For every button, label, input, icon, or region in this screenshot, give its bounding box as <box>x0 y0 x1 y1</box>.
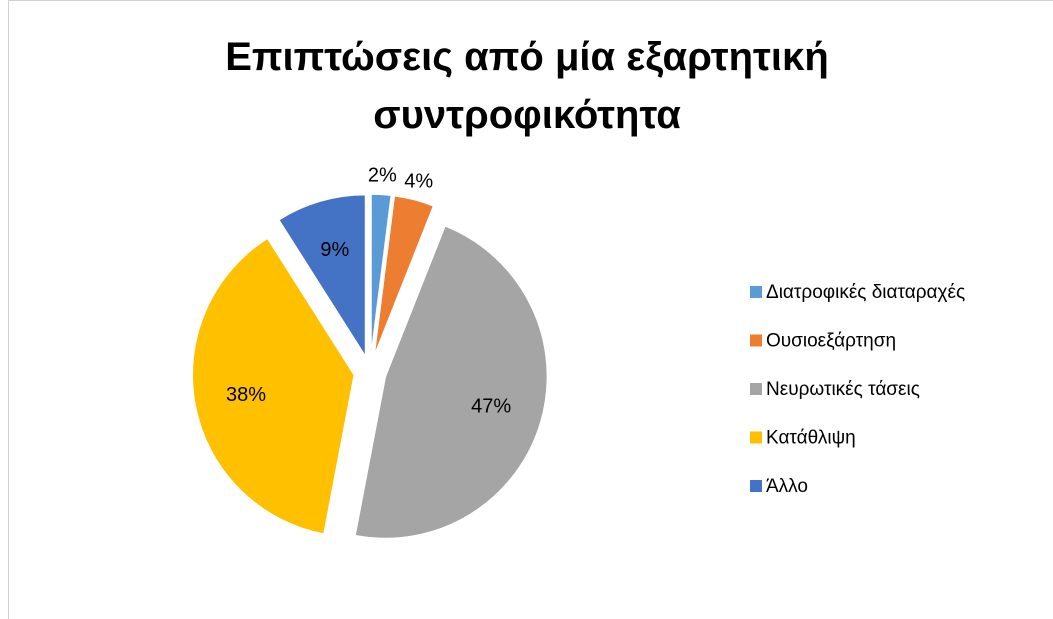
pie-slice <box>370 193 393 357</box>
pie-slice <box>191 237 356 536</box>
legend-label: Άλλο <box>766 476 808 497</box>
data-label: 38% <box>226 384 266 406</box>
chart-title: Επιπτώσεις από μία εξαρτητική συντροφικό… <box>225 35 829 137</box>
legend-swatch <box>750 383 762 395</box>
legend-label: Ουσιοεξάρτηση <box>766 331 896 352</box>
legend-swatch <box>750 480 762 492</box>
legend-swatch <box>750 334 762 347</box>
data-label: 2% <box>368 165 397 187</box>
legend-label: Διατροφικές διαταραχές <box>766 282 965 303</box>
pie-slice <box>354 224 549 540</box>
data-label: 47% <box>471 395 511 417</box>
data-label: 9% <box>320 239 349 261</box>
pie-slice <box>373 194 435 357</box>
pie-slice <box>277 193 367 360</box>
legend-label: Νευρωτικές τάσεις <box>766 379 920 400</box>
chart-border <box>8 0 1053 619</box>
data-label: 4% <box>404 170 433 192</box>
legend-swatch <box>750 286 762 298</box>
legend-label: Κατάθλιψη <box>766 428 856 449</box>
legend-swatch <box>750 431 762 444</box>
